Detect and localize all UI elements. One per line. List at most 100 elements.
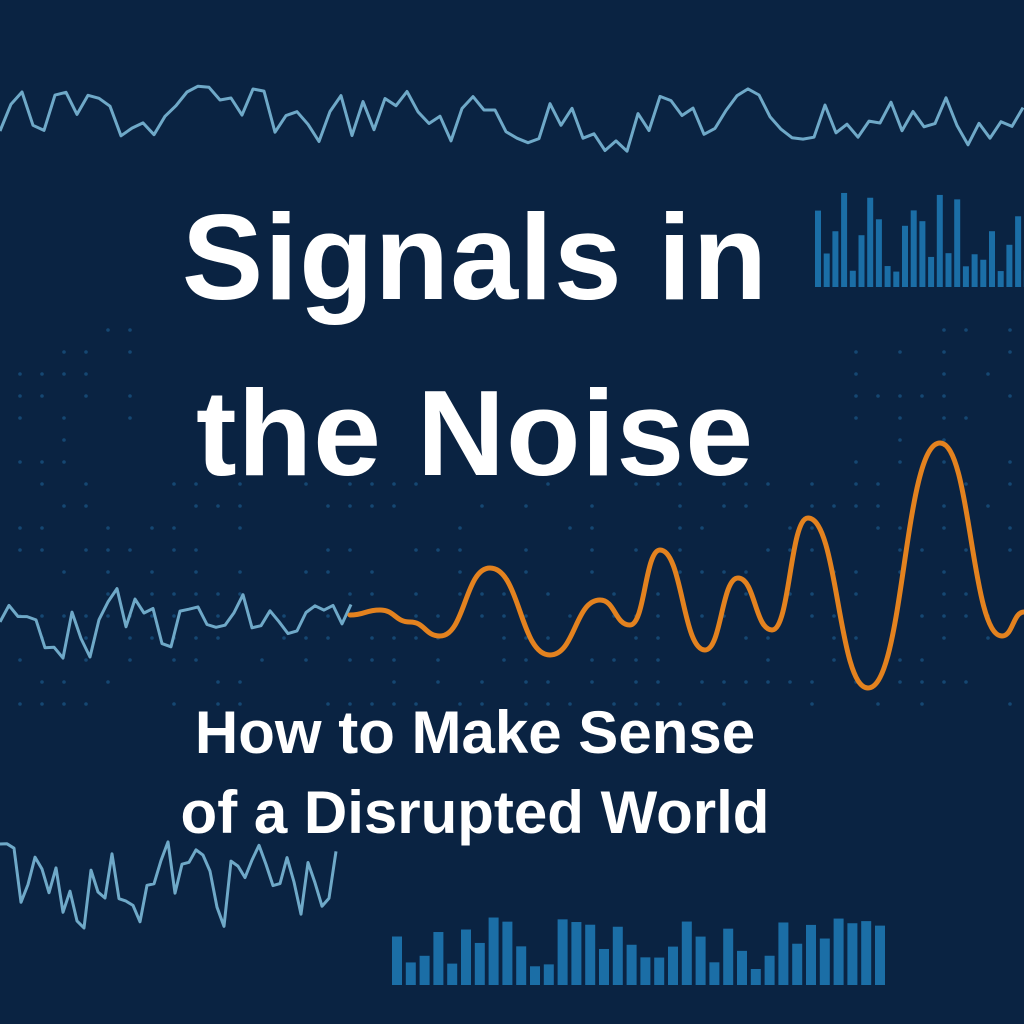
bottom-bar [709,962,720,985]
dot [964,680,968,684]
dot [348,592,352,596]
dot [414,482,418,486]
bottom-bar [833,918,844,985]
dot [568,526,572,530]
dot [436,658,440,662]
dot [524,548,528,552]
dot [964,328,968,332]
bottom-bar [723,928,734,985]
dot [62,460,66,464]
dot [62,614,66,618]
dot [502,614,506,618]
dot [216,680,220,684]
dot [40,460,44,464]
dot [854,394,858,398]
dot [1008,350,1012,354]
dot [216,636,220,640]
signal-wave-line [347,440,1024,691]
dot [458,526,462,530]
dot [854,372,858,376]
dot [216,504,220,508]
dot [854,504,858,508]
dot [546,702,550,706]
dot [194,570,198,574]
dot [678,482,682,486]
dot [1008,394,1012,398]
right-bar [954,199,961,287]
dot [370,658,374,662]
dot [392,658,396,662]
dot [62,570,66,574]
right-bar [867,197,874,287]
dot [348,658,352,662]
dot [832,636,836,640]
dot [326,548,330,552]
dot [414,702,418,706]
dot [216,592,220,596]
dot [590,658,594,662]
dot [216,614,220,618]
dot [524,680,528,684]
bottom-bar [875,925,885,985]
dot [744,504,748,508]
dot [986,504,990,508]
dot [172,548,176,552]
dot [744,636,748,640]
dot [238,592,242,596]
dot [128,328,132,332]
right-bar [1006,244,1013,287]
dot [942,460,946,464]
dot [18,548,22,552]
dot [326,702,330,706]
dot [370,592,374,596]
dot [942,504,946,508]
dot [106,570,110,574]
dot [150,636,154,640]
dot [832,614,836,618]
dot [634,636,638,640]
dot [40,702,44,706]
dot [942,328,946,332]
dot [942,570,946,574]
dot [62,702,66,706]
dot [480,680,484,684]
dot [524,570,528,574]
dot [854,416,858,420]
dot [84,636,88,640]
dot [1008,482,1012,486]
dot [854,592,858,596]
dot [304,482,308,486]
bottom-bar [778,922,789,985]
dot [546,636,550,640]
dot [810,548,814,552]
right-bar [962,266,969,287]
dot [216,702,220,706]
dot [898,438,902,442]
right-bar [823,253,830,287]
dot [612,658,616,662]
dot [810,680,814,684]
dot [524,614,528,618]
dot [18,460,22,464]
dot [392,702,396,706]
dot [238,526,242,530]
right-bar [1015,216,1022,287]
dot [722,570,726,574]
dot [876,526,880,530]
dot [634,702,638,706]
right-bar [980,259,987,287]
dot [40,394,44,398]
dot [172,702,176,706]
dot [810,702,814,706]
dot [854,460,858,464]
dot [722,680,726,684]
dot [744,592,748,596]
dot [700,614,704,618]
bottom-bar [764,955,775,985]
dot [656,702,660,706]
dot [84,482,88,486]
dot [106,592,110,596]
dot [722,482,726,486]
right-bar [832,231,839,287]
